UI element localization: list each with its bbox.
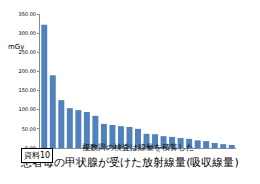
- svg-text:350.00: 350.00: [19, 11, 37, 17]
- svg-text:100.00: 100.00: [19, 106, 37, 112]
- svg-text:患者毎の甲状腺が受けた放射線量(吸収線量): 患者毎の甲状腺が受けた放射線量(吸収線量): [20, 156, 239, 169]
- svg-text:300.00: 300.00: [19, 30, 37, 36]
- svg-text:200.00: 200.00: [19, 68, 37, 74]
- svg-text:複数回の検査は線量を積算した: 複数回の検査は線量を積算した: [82, 143, 194, 152]
- svg-text:mGy: mGy: [8, 43, 24, 51]
- svg-text:0.00: 0.00: [25, 145, 36, 151]
- svg-text:250.00: 250.00: [19, 49, 37, 55]
- svg-text:50.00: 50.00: [22, 126, 36, 132]
- svg-text:150.00: 150.00: [19, 87, 37, 93]
- svg-text:資料10: 資料10: [24, 151, 50, 160]
